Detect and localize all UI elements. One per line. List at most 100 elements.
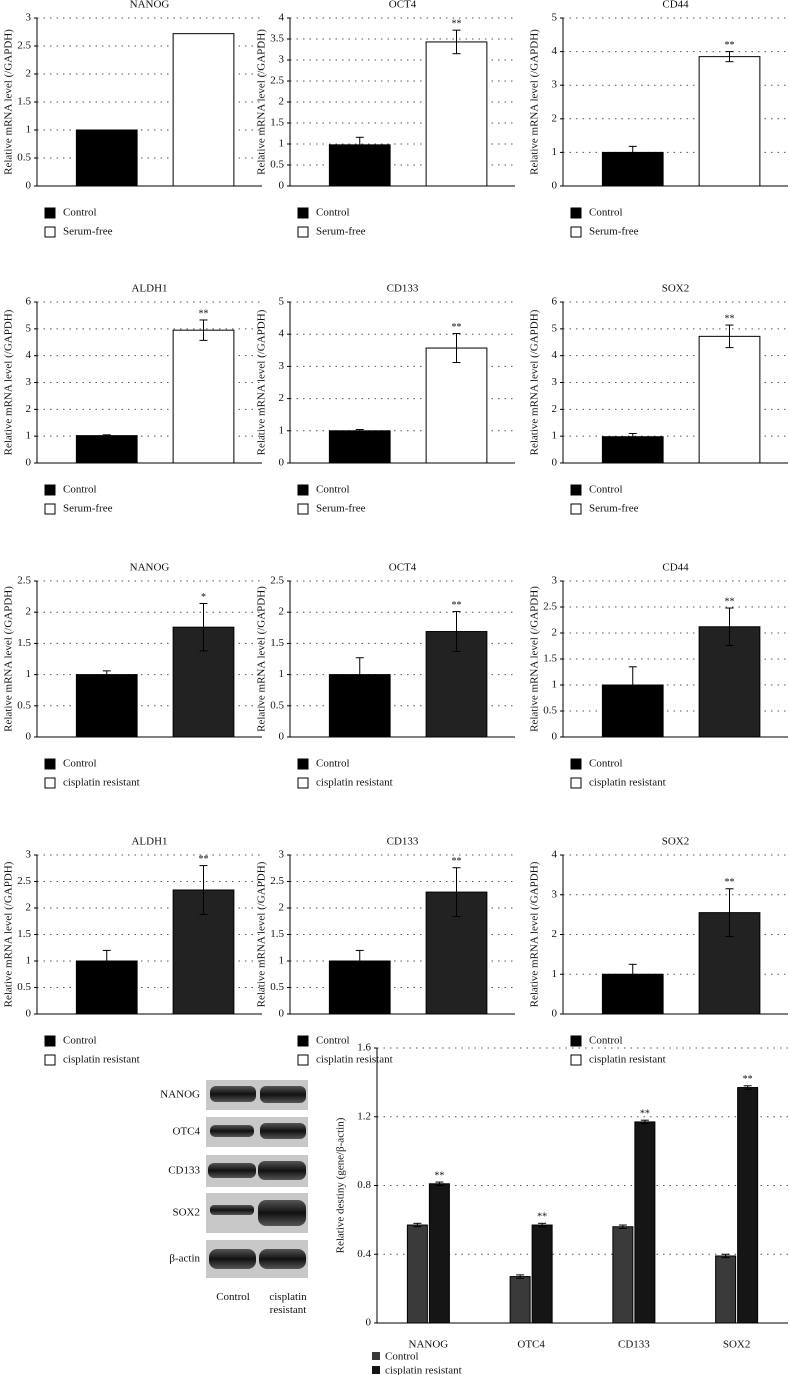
y-tick-label: 4	[279, 328, 285, 340]
y-tick-label: 6	[552, 296, 558, 308]
y-axis-label: Relative mRNA level (/GAPDH)	[529, 29, 541, 175]
legend-swatch	[297, 207, 309, 219]
legend-swatch	[44, 207, 56, 219]
y-tick-label: 6	[26, 296, 32, 308]
y-tick-label: 1	[552, 679, 558, 691]
legend-label: Serum-free	[589, 503, 639, 515]
legend-swatch	[570, 1035, 582, 1047]
significance-label: **	[452, 600, 462, 611]
blot-band	[260, 1123, 306, 1139]
legend-label: Control	[385, 1351, 419, 1363]
y-tick-label: 0.5	[543, 705, 557, 717]
chart-title: OCT4	[389, 562, 417, 574]
bar	[601, 436, 664, 464]
blot-band	[209, 1249, 256, 1269]
y-tick-label: 1.5	[543, 653, 557, 665]
y-tick-label: 4	[26, 349, 32, 361]
bar	[428, 1183, 450, 1324]
y-tick-label: 2.5	[17, 875, 31, 887]
y-axis-label: Relative mRNA level (/GAPDH)	[3, 309, 15, 455]
y-tick-label: 2.5	[17, 575, 31, 587]
bar	[698, 56, 761, 187]
significance-label: **	[640, 1108, 650, 1119]
significance-label: *	[201, 592, 206, 603]
chart-title: NANOG	[130, 0, 170, 11]
legend-swatch	[44, 1035, 56, 1047]
y-tick-label: 0	[366, 1317, 372, 1329]
y-tick-label: 0.5	[17, 699, 31, 711]
bar	[172, 33, 235, 187]
y-tick-label: 0.8	[357, 1179, 371, 1191]
y-axis-label: Relative mRNA level (/GAPDH)	[256, 586, 268, 732]
legend-swatch	[570, 226, 582, 238]
y-tick-label: 0	[26, 1008, 32, 1020]
y-tick-label: 3.5	[270, 33, 284, 45]
y-tick-label: 3	[279, 849, 285, 861]
legend-label: Control	[589, 484, 623, 496]
legend-swatch	[297, 1035, 309, 1047]
y-tick-label: 2	[26, 68, 32, 80]
y-axis-label: Relative mRNA level (/GAPDH)	[3, 586, 15, 732]
legend-label: cisplatin resistant	[63, 777, 140, 789]
y-tick-label: 1	[279, 138, 285, 150]
chart-title: CD44	[662, 562, 689, 574]
y-tick-label: 3	[552, 376, 558, 388]
blot-column-label: cisplatin resistant	[269, 1291, 307, 1316]
blot-band	[258, 1200, 306, 1226]
y-tick-label: 3	[552, 888, 558, 900]
y-tick-label: 0	[26, 457, 32, 469]
y-tick-label: 0	[552, 457, 558, 469]
bar	[406, 1224, 428, 1324]
legend-label: Serum-free	[63, 226, 113, 238]
y-tick-label: 5	[552, 12, 558, 24]
y-tick-label: 0	[552, 731, 558, 743]
legend-swatch	[44, 484, 56, 496]
legend-label: cisplatin resistant	[316, 1054, 393, 1066]
legend-swatch	[297, 1054, 309, 1066]
y-tick-label: 2.5	[17, 40, 31, 52]
y-tick-label: 1	[279, 424, 285, 436]
bar	[425, 41, 488, 187]
legend-swatch	[297, 226, 309, 238]
y-tick-label: 1.2	[357, 1110, 371, 1122]
y-tick-label: 2.5	[270, 75, 284, 87]
legend-swatch	[570, 777, 582, 789]
y-tick-label: 5	[26, 322, 32, 334]
y-tick-label: 2	[26, 606, 32, 618]
y-tick-label: 0	[279, 457, 285, 469]
significance-label: **	[452, 856, 462, 867]
legend-label: Serum-free	[316, 503, 366, 515]
y-tick-label: 4	[552, 349, 558, 361]
y-axis-label: Relative destiny (gene/β-actin)	[335, 1117, 347, 1253]
significance-label: **	[725, 40, 735, 51]
y-tick-label: 3	[26, 376, 32, 388]
significance-label: **	[199, 854, 209, 865]
legend-swatch	[372, 1366, 380, 1374]
y-tick-label: 4	[552, 849, 558, 861]
blot-band	[210, 1125, 254, 1137]
legend-swatch	[297, 484, 309, 496]
blot-band	[260, 1086, 306, 1103]
y-axis-label: Relative mRNA level (/GAPDH)	[3, 29, 15, 175]
y-tick-label: 3	[279, 54, 285, 66]
chart-title: ALDH1	[131, 283, 167, 295]
y-tick-label: 3	[552, 79, 558, 91]
y-tick-label: 2.5	[270, 575, 284, 587]
y-tick-label: 2	[279, 606, 285, 618]
chart-title: ALDH1	[131, 836, 167, 848]
blot-band	[259, 1249, 306, 1269]
significance-label: **	[725, 313, 735, 324]
bar	[698, 626, 761, 738]
legend-label: Control	[316, 484, 350, 496]
legend-swatch	[44, 503, 56, 515]
y-tick-label: 1	[279, 955, 285, 967]
y-tick-label: 3	[26, 849, 32, 861]
blot-row-label: SOX2	[172, 1207, 200, 1219]
legend-swatch	[44, 777, 56, 789]
legend-label: Serum-free	[316, 226, 366, 238]
y-tick-label: 0.4	[357, 1248, 371, 1260]
legend-label: cisplatin resistant	[316, 777, 393, 789]
legend-label: Control	[63, 1035, 97, 1047]
y-tick-label: 0	[279, 1008, 285, 1020]
